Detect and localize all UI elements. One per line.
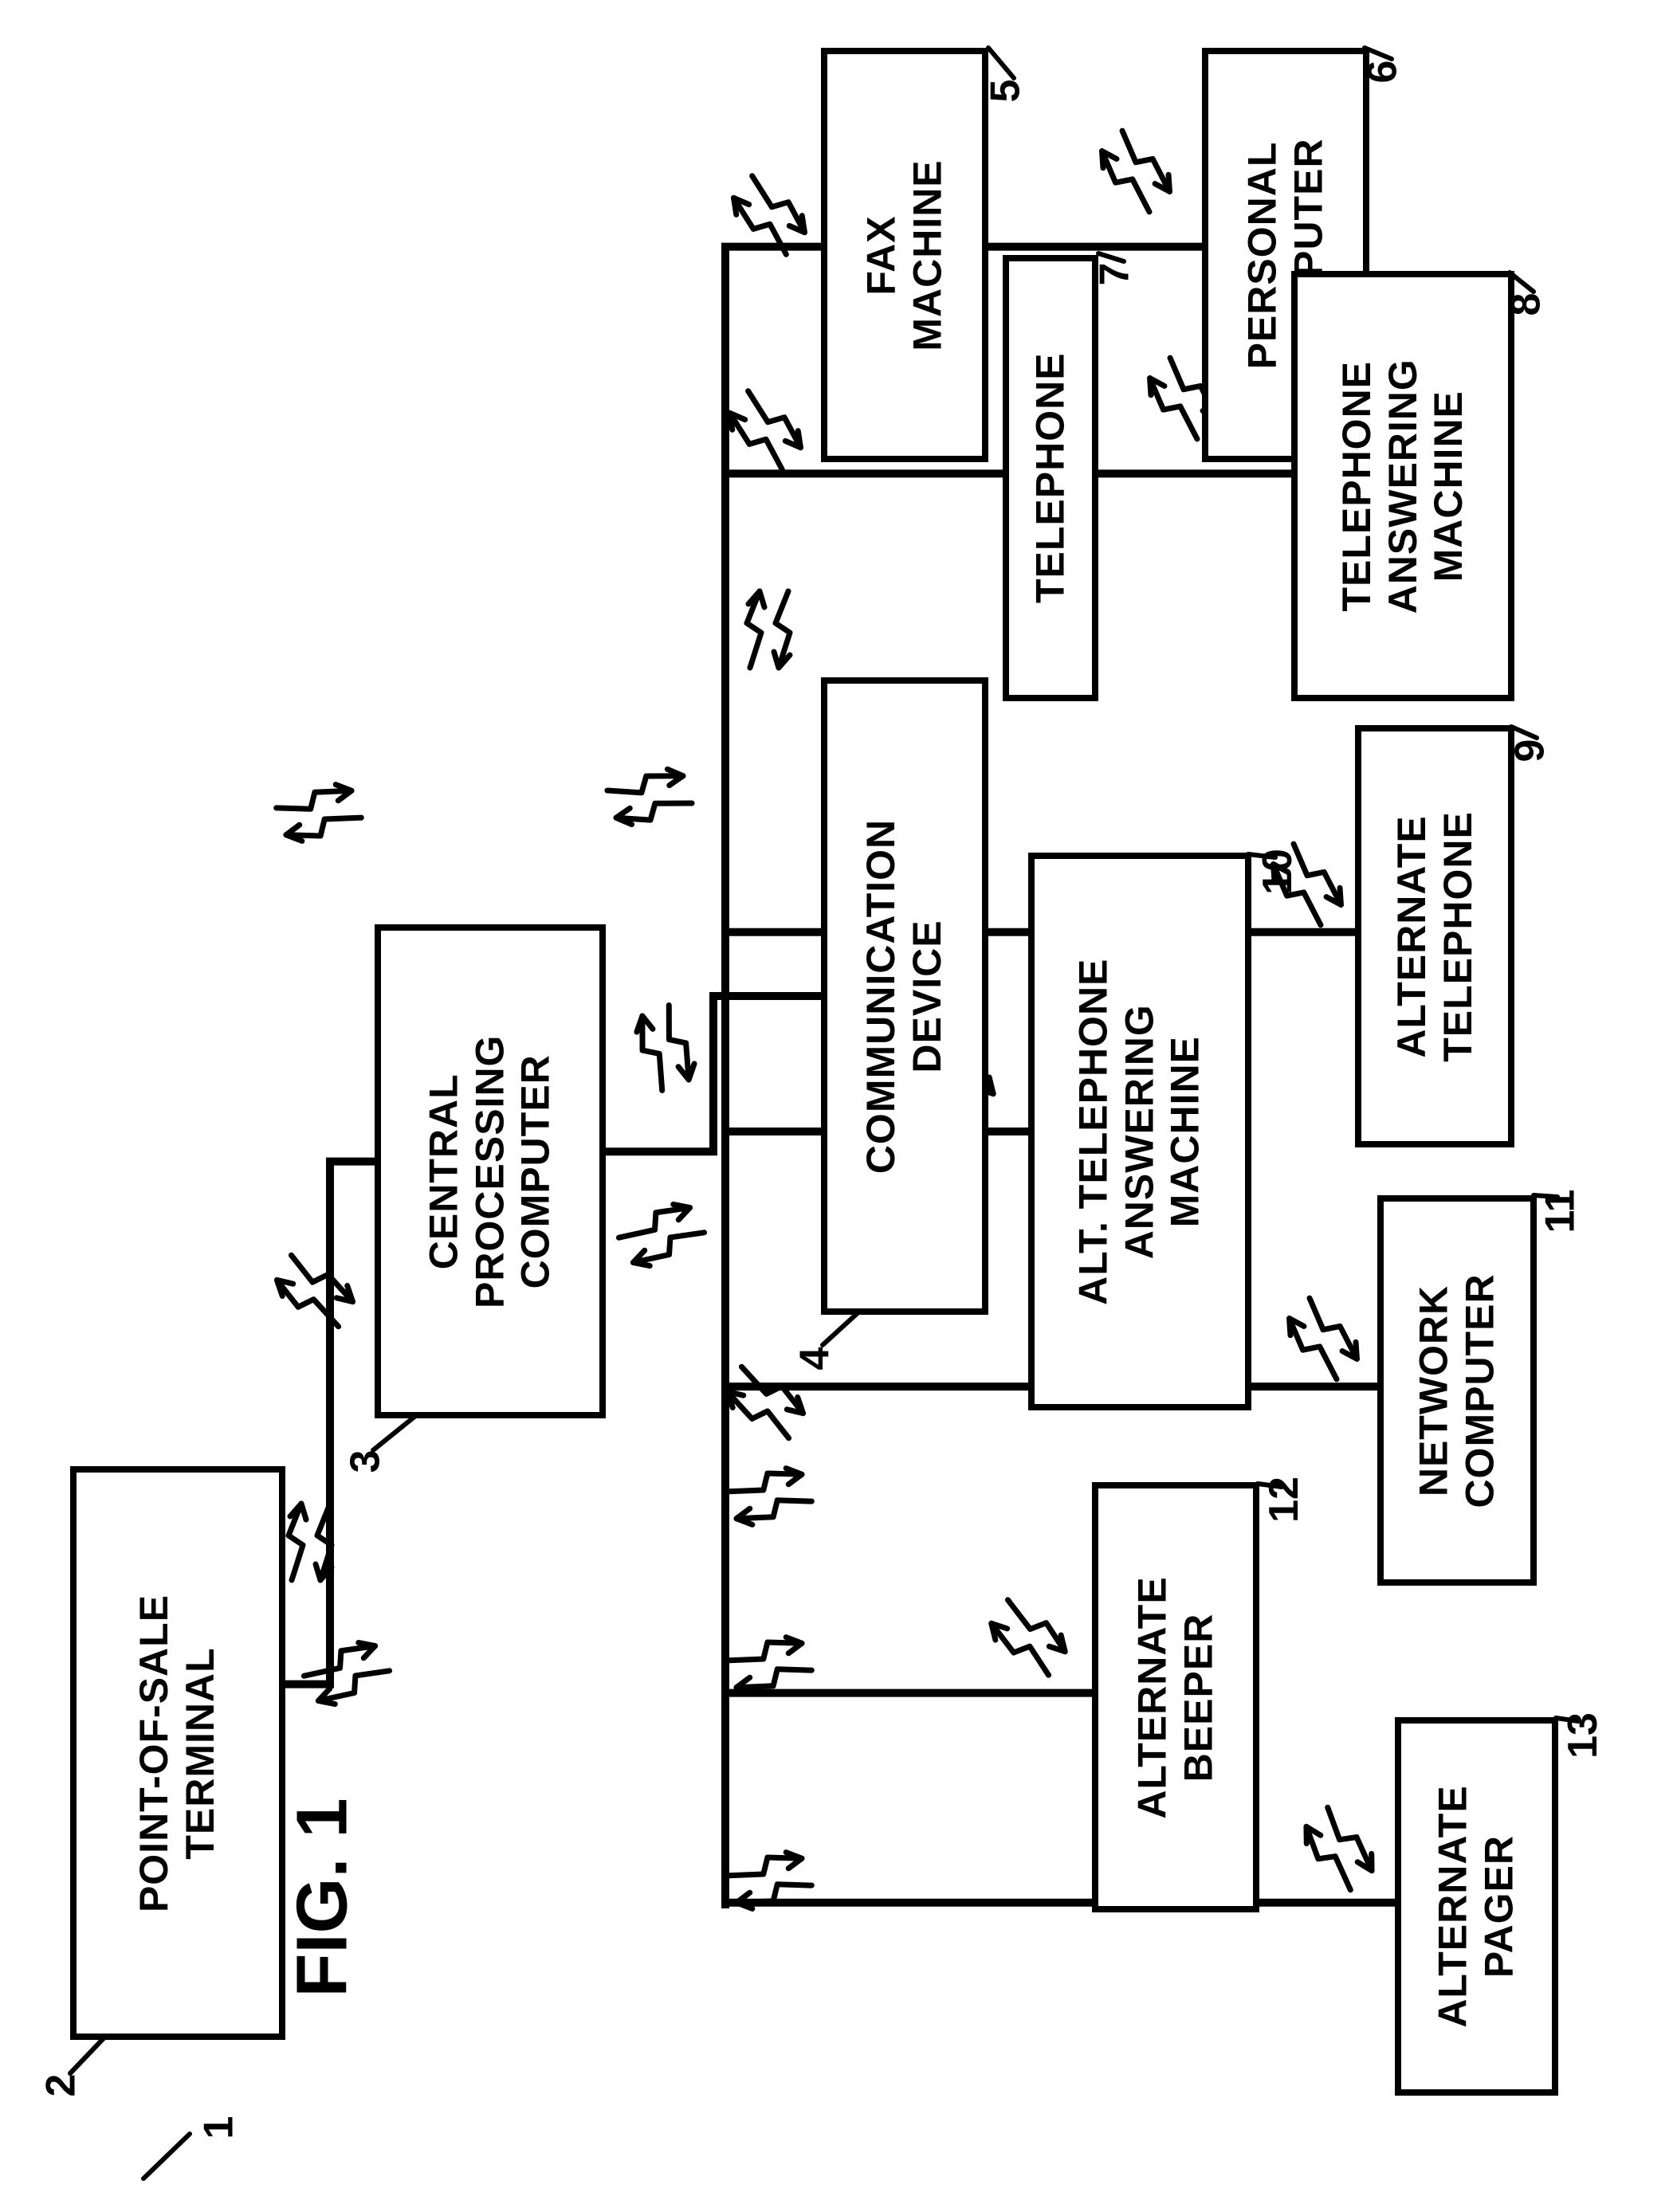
node-atam: ALT. TELEPHONE ANSWERING MACHINE [1028,853,1251,1410]
node-label-atam: ALT. TELEPHONE ANSWERING MACHINE [1071,958,1209,1304]
node-label-altp: ALTERNATE PAGER [1431,1785,1522,2027]
node-altb: ALTERNATE BEEPER [1092,1482,1259,1912]
ref-label-7: 7 [1090,263,1138,286]
ref-label-13: 13 [1559,1712,1607,1759]
node-label-netc: NETWORK COMPUTER [1412,1273,1503,1508]
node-label-altb: ALTERNATE BEEPER [1130,1576,1222,1818]
node-label-fax: FAX MACHINE [859,159,951,351]
ref-label-9: 9 [1506,739,1553,763]
node-netc: NETWORK COMPUTER [1377,1195,1537,1586]
ref-label-8: 8 [1502,293,1549,316]
node-comm: COMMUNICATION DEVICE [821,677,988,1315]
node-label-alttel: ALTERNATE TELEPHONE [1389,811,1481,1062]
node-tam: TELEPHONE ANSWERING MACHINE [1291,271,1514,701]
node-altp: ALTERNATE PAGER [1395,1717,1558,2096]
ref-label-6: 6 [1358,61,1406,84]
ref-label-3: 3 [341,1450,389,1473]
node-label-comm: COMMUNICATION DEVICE [859,818,951,1173]
ref-label-1: 1 [194,2116,242,2139]
ref-label-5: 5 [981,80,1029,103]
node-label-tam: TELEPHONE ANSWERING MACHINE [1334,359,1472,614]
node-label-cpc: CENTRAL PROCESSING COMPUTER [422,1034,560,1308]
ref-label-12: 12 [1260,1477,1308,1523]
node-cpc: CENTRAL PROCESSING COMPUTER [375,924,606,1418]
node-pos: POINT-OF-SALE TERMINAL [70,1466,285,2040]
node-label-pos: POINT-OF-SALE TERMINAL [132,1594,224,1912]
node-tel: TELEPHONE [1003,255,1098,701]
node-alttel: ALTERNATE TELEPHONE [1355,725,1514,1147]
ref-label-10: 10 [1254,849,1302,895]
node-label-tel: TELEPHONE [1027,353,1074,604]
ref-label-4: 4 [791,1347,839,1371]
node-fax: FAX MACHINE [821,48,988,462]
ref-label-2: 2 [37,2074,84,2097]
figure-label: FIG. 1 [282,1798,364,1997]
ref-label-11: 11 [1536,1190,1584,1233]
